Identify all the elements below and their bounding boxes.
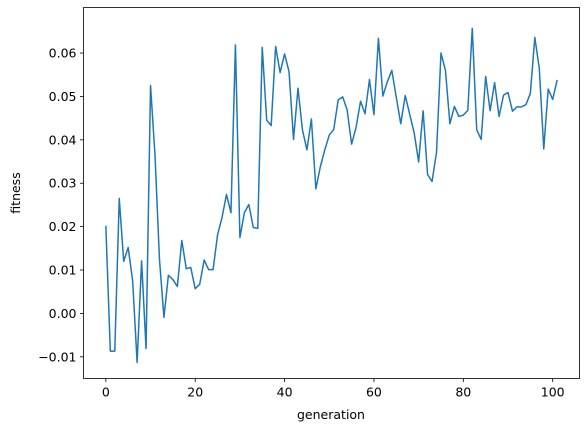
x-tick-label: 100 [541, 385, 565, 400]
plot-area-frame [83, 7, 580, 379]
y-tick-label: 0.05 [49, 89, 77, 104]
x-tick-label: 60 [366, 385, 382, 400]
y-tick-label: 0.04 [49, 132, 77, 147]
y-tick-label: 0.01 [49, 263, 77, 278]
y-tick-label: −0.01 [38, 349, 76, 364]
x-tick-label: 20 [187, 385, 203, 400]
y-axis-ticks: −0.01 0.00 0.01 0.02 0.03 0.04 0.05 0.06 [38, 46, 84, 364]
x-tick-label: 40 [277, 385, 293, 400]
x-tick-label: 0 [102, 385, 110, 400]
x-axis-label: generation [297, 407, 365, 422]
y-tick-label: 0.06 [49, 46, 77, 61]
series-line [105, 27, 558, 364]
y-axis-label: fitness [8, 172, 23, 213]
y-tick-label: 0.03 [49, 176, 77, 191]
x-tick-label: 80 [455, 385, 471, 400]
series-line-layer [105, 27, 558, 364]
y-tick-label: 0.02 [49, 219, 77, 234]
x-axis-ticks: 0 20 40 60 80 100 [102, 378, 565, 400]
y-tick-label: 0.00 [49, 306, 77, 321]
